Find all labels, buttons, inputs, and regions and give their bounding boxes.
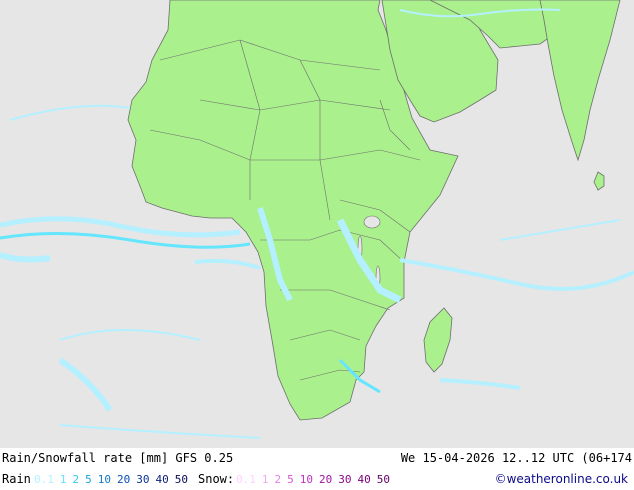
weather-map bbox=[0, 0, 634, 448]
snow-scale-8: 50 bbox=[376, 473, 390, 486]
legend-scale: Rain 0.1 1 2 5 10 20 30 40 50 Snow: 0.1 1 2 5 10 20 30… bbox=[0, 469, 634, 490]
map-svg bbox=[0, 0, 634, 439]
country-borders bbox=[149, 39, 421, 381]
india-landmass bbox=[539, 0, 621, 162]
lake-victoria bbox=[363, 215, 381, 229]
rain-scale-4: 10 bbox=[97, 473, 111, 486]
snow-scale-6: 30 bbox=[338, 473, 352, 486]
snow-scale-2: 2 bbox=[274, 473, 282, 486]
srilanka-landmass bbox=[593, 171, 605, 191]
rain-patches bbox=[0, 8, 634, 439]
rain-scale-1: 1 bbox=[59, 473, 67, 486]
snow-scale-3: 5 bbox=[287, 473, 294, 486]
snow-scale-7: 40 bbox=[357, 473, 371, 486]
rain-scale-2: 2 bbox=[72, 473, 80, 486]
credit-link[interactable]: ©weatheronline.co.uk bbox=[494, 472, 628, 486]
rain-scale-8: 50 bbox=[174, 473, 188, 486]
rain-scale-5: 20 bbox=[117, 473, 131, 486]
madagascar-landmass bbox=[423, 307, 453, 373]
snow-scale: 0.1 1 2 5 10 20 30 40 50 bbox=[236, 469, 396, 490]
rain-scale-7: 40 bbox=[155, 473, 169, 486]
snow-label: Snow: bbox=[198, 472, 235, 486]
rain-scale: 0.1 1 2 5 10 20 30 40 50 bbox=[34, 469, 194, 490]
map-title: Rain/Snowfall rate [mm] GFS 0.25 bbox=[2, 451, 234, 465]
snow-scale-4: 10 bbox=[299, 473, 313, 486]
rain-label: Rain bbox=[2, 472, 31, 486]
snow-scale-5: 20 bbox=[319, 473, 333, 486]
map-datetime: We 15-04-2026 12..12 UTC (06+174 bbox=[400, 451, 632, 465]
africa-landmass bbox=[127, 0, 459, 421]
rain-scale-0: 0.1 bbox=[34, 473, 54, 486]
rain-scale-6: 30 bbox=[136, 473, 150, 486]
snow-scale-1: 1 bbox=[261, 473, 269, 486]
snow-scale-0: 0.1 bbox=[236, 473, 256, 486]
legend-header: Rain/Snowfall rate [mm] GFS 0.25 We 15-0… bbox=[0, 448, 634, 469]
rain-scale-3: 5 bbox=[85, 473, 92, 486]
arabia-landmass bbox=[381, 0, 499, 123]
